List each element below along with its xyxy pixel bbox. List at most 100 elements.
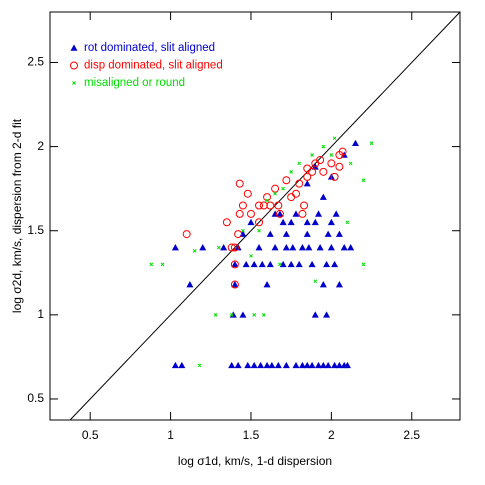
point bbox=[287, 260, 295, 268]
point bbox=[246, 209, 255, 218]
point bbox=[227, 243, 236, 252]
point bbox=[271, 244, 279, 251]
point bbox=[343, 361, 351, 369]
point bbox=[335, 281, 343, 288]
point bbox=[369, 141, 374, 146]
point bbox=[335, 361, 343, 369]
point bbox=[265, 198, 269, 203]
point bbox=[335, 162, 344, 171]
point bbox=[216, 245, 221, 250]
point bbox=[298, 244, 306, 251]
point bbox=[279, 218, 287, 226]
point bbox=[231, 260, 239, 268]
point bbox=[281, 186, 285, 191]
legend-text: misaligned or round bbox=[84, 77, 185, 89]
point bbox=[259, 201, 268, 210]
point bbox=[298, 361, 306, 369]
point bbox=[298, 209, 307, 218]
point bbox=[321, 144, 326, 149]
point bbox=[247, 218, 255, 226]
point bbox=[303, 361, 311, 369]
point bbox=[327, 244, 335, 251]
point bbox=[274, 201, 283, 210]
point bbox=[231, 281, 239, 288]
y-tick-label: 1 bbox=[37, 307, 44, 321]
point bbox=[297, 161, 302, 166]
legend-marker bbox=[70, 44, 78, 51]
point bbox=[338, 147, 347, 156]
point bbox=[278, 262, 282, 267]
x-tick-label: 2.5 bbox=[403, 428, 420, 442]
point bbox=[266, 230, 274, 237]
point bbox=[303, 230, 311, 237]
point bbox=[319, 361, 327, 369]
point bbox=[230, 243, 239, 252]
point bbox=[273, 191, 277, 196]
point bbox=[229, 311, 237, 318]
point bbox=[324, 361, 332, 369]
point bbox=[238, 201, 247, 210]
point bbox=[292, 361, 300, 369]
identity-line bbox=[69, 11, 461, 421]
point bbox=[335, 230, 343, 237]
point bbox=[276, 210, 284, 217]
point bbox=[282, 361, 290, 369]
point bbox=[289, 169, 294, 174]
point bbox=[330, 172, 339, 181]
point bbox=[315, 361, 323, 369]
point bbox=[255, 201, 264, 210]
point bbox=[315, 210, 323, 217]
point bbox=[292, 189, 300, 198]
point bbox=[222, 218, 231, 227]
point bbox=[329, 153, 334, 157]
point bbox=[348, 161, 353, 166]
point bbox=[313, 279, 318, 284]
point bbox=[300, 201, 309, 210]
point bbox=[271, 184, 280, 193]
point bbox=[323, 260, 331, 268]
point bbox=[361, 178, 366, 183]
point bbox=[282, 176, 291, 185]
point bbox=[258, 260, 266, 268]
point bbox=[239, 311, 247, 318]
point bbox=[295, 260, 303, 268]
point bbox=[171, 244, 179, 251]
point bbox=[257, 228, 261, 233]
point bbox=[311, 311, 319, 318]
point bbox=[149, 262, 154, 267]
point bbox=[250, 361, 258, 369]
point bbox=[230, 280, 239, 289]
point bbox=[303, 180, 311, 187]
point bbox=[228, 361, 236, 369]
point bbox=[261, 312, 266, 317]
point bbox=[263, 193, 272, 202]
point bbox=[199, 244, 207, 251]
point bbox=[310, 153, 314, 157]
point bbox=[244, 361, 252, 369]
point bbox=[287, 193, 296, 202]
point bbox=[192, 249, 197, 253]
point bbox=[266, 260, 274, 268]
point bbox=[316, 244, 324, 251]
point bbox=[316, 156, 325, 165]
point bbox=[241, 228, 245, 233]
point bbox=[303, 172, 312, 181]
point bbox=[324, 230, 332, 237]
point bbox=[351, 139, 359, 147]
point bbox=[263, 281, 271, 288]
legend-marker bbox=[70, 61, 78, 70]
point bbox=[305, 244, 313, 251]
y-tick-label: 0.5 bbox=[27, 391, 44, 405]
point bbox=[242, 260, 250, 268]
point bbox=[327, 159, 336, 168]
point bbox=[234, 230, 243, 239]
point bbox=[331, 260, 339, 268]
point bbox=[282, 230, 290, 237]
point bbox=[308, 260, 316, 268]
point bbox=[319, 167, 328, 176]
x-axis-label: log σ1d, km/s, 1-d dispersion bbox=[178, 454, 332, 468]
point bbox=[303, 164, 312, 173]
point bbox=[235, 209, 244, 218]
point bbox=[186, 281, 194, 288]
